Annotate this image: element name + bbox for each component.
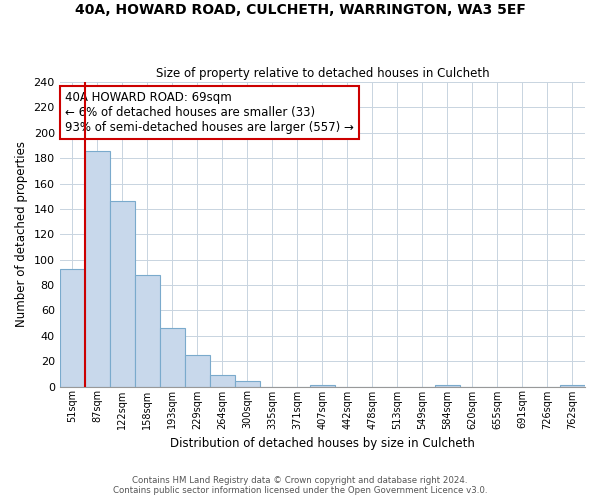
Bar xyxy=(160,328,185,386)
Bar xyxy=(110,202,135,386)
Bar xyxy=(560,385,585,386)
X-axis label: Distribution of detached houses by size in Culcheth: Distribution of detached houses by size … xyxy=(170,437,475,450)
Bar xyxy=(235,382,260,386)
Bar xyxy=(310,385,335,386)
Bar xyxy=(435,385,460,386)
Text: Contains HM Land Registry data © Crown copyright and database right 2024.
Contai: Contains HM Land Registry data © Crown c… xyxy=(113,476,487,495)
Bar xyxy=(210,375,235,386)
Text: 40A HOWARD ROAD: 69sqm
← 6% of detached houses are smaller (33)
93% of semi-deta: 40A HOWARD ROAD: 69sqm ← 6% of detached … xyxy=(65,91,354,134)
Bar xyxy=(185,355,210,386)
Title: Size of property relative to detached houses in Culcheth: Size of property relative to detached ho… xyxy=(155,66,489,80)
Bar xyxy=(135,275,160,386)
Bar xyxy=(59,268,85,386)
Text: 40A, HOWARD ROAD, CULCHETH, WARRINGTON, WA3 5EF: 40A, HOWARD ROAD, CULCHETH, WARRINGTON, … xyxy=(74,2,526,16)
Bar xyxy=(85,150,110,386)
Y-axis label: Number of detached properties: Number of detached properties xyxy=(15,142,28,328)
